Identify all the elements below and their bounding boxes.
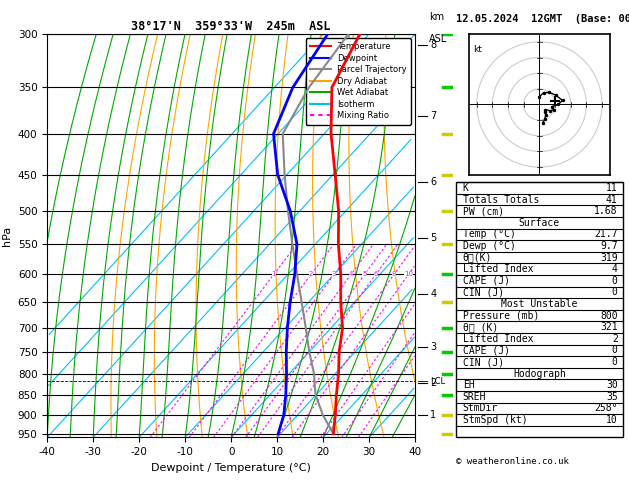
Text: 9.7: 9.7 xyxy=(600,241,618,251)
Text: km: km xyxy=(429,12,444,22)
Text: StmSpd (kt): StmSpd (kt) xyxy=(463,415,527,425)
Text: Pressure (mb): Pressure (mb) xyxy=(463,311,539,321)
Text: 0: 0 xyxy=(612,287,618,297)
Text: 6: 6 xyxy=(374,271,378,278)
Text: Temp (°C): Temp (°C) xyxy=(463,229,516,240)
Text: 0: 0 xyxy=(612,346,618,355)
X-axis label: Dewpoint / Temperature (°C): Dewpoint / Temperature (°C) xyxy=(151,463,311,473)
Text: SREH: SREH xyxy=(463,392,486,402)
Text: PW (cm): PW (cm) xyxy=(463,206,504,216)
Text: 6: 6 xyxy=(430,177,437,187)
Text: ASL: ASL xyxy=(429,34,447,44)
Text: 21.7: 21.7 xyxy=(594,229,618,240)
Text: 8: 8 xyxy=(392,271,396,278)
Text: EH: EH xyxy=(463,380,474,390)
Text: 1: 1 xyxy=(430,410,437,420)
Text: Lifted Index: Lifted Index xyxy=(463,264,533,274)
Text: Hodograph: Hodograph xyxy=(513,368,566,379)
Text: 0: 0 xyxy=(612,276,618,286)
Text: 1: 1 xyxy=(272,271,276,278)
Legend: Temperature, Dewpoint, Parcel Trajectory, Dry Adiabat, Wet Adiabat, Isotherm, Mi: Temperature, Dewpoint, Parcel Trajectory… xyxy=(306,38,411,124)
Text: 41: 41 xyxy=(606,195,618,205)
Text: 11: 11 xyxy=(606,183,618,193)
Text: StmDir: StmDir xyxy=(463,403,498,414)
Text: CAPE (J): CAPE (J) xyxy=(463,346,509,355)
Text: K: K xyxy=(463,183,469,193)
Text: Dewp (°C): Dewp (°C) xyxy=(463,241,516,251)
Text: 4: 4 xyxy=(430,289,437,299)
Text: 5: 5 xyxy=(362,271,367,278)
Text: 0: 0 xyxy=(612,357,618,367)
Text: CAPE (J): CAPE (J) xyxy=(463,276,509,286)
Text: 2: 2 xyxy=(430,378,437,388)
Text: 800: 800 xyxy=(600,311,618,321)
Text: © weatheronline.co.uk: © weatheronline.co.uk xyxy=(456,457,569,466)
Text: 4: 4 xyxy=(612,264,618,274)
Text: 258°: 258° xyxy=(594,403,618,414)
Text: 319: 319 xyxy=(600,253,618,262)
Y-axis label: hPa: hPa xyxy=(2,226,12,246)
Text: kt: kt xyxy=(474,45,482,54)
Text: 321: 321 xyxy=(600,322,618,332)
Text: θᴇ (K): θᴇ (K) xyxy=(463,322,498,332)
Text: 3: 3 xyxy=(430,342,437,352)
Text: CIN (J): CIN (J) xyxy=(463,287,504,297)
Text: 3: 3 xyxy=(332,271,337,278)
Text: 5: 5 xyxy=(430,233,437,243)
Text: 10: 10 xyxy=(606,415,618,425)
Text: LCL: LCL xyxy=(430,377,445,386)
Text: Lifted Index: Lifted Index xyxy=(463,334,533,344)
Text: CIN (J): CIN (J) xyxy=(463,357,504,367)
Text: 30: 30 xyxy=(606,380,618,390)
Text: Totals Totals: Totals Totals xyxy=(463,195,539,205)
Text: 12.05.2024  12GMT  (Base: 00): 12.05.2024 12GMT (Base: 00) xyxy=(456,14,629,24)
Text: 35: 35 xyxy=(606,392,618,402)
Text: 2: 2 xyxy=(612,334,618,344)
Text: 10: 10 xyxy=(404,271,413,278)
Text: 8: 8 xyxy=(430,40,437,51)
Text: Most Unstable: Most Unstable xyxy=(501,299,577,309)
Text: 4: 4 xyxy=(349,271,353,278)
Text: Surface: Surface xyxy=(519,218,560,228)
Text: θᴇ(K): θᴇ(K) xyxy=(463,253,492,262)
Text: 1.68: 1.68 xyxy=(594,206,618,216)
Text: 2: 2 xyxy=(309,271,313,278)
Title: 38°17'N  359°33'W  245m  ASL: 38°17'N 359°33'W 245m ASL xyxy=(131,20,331,33)
Text: 7: 7 xyxy=(430,111,437,121)
